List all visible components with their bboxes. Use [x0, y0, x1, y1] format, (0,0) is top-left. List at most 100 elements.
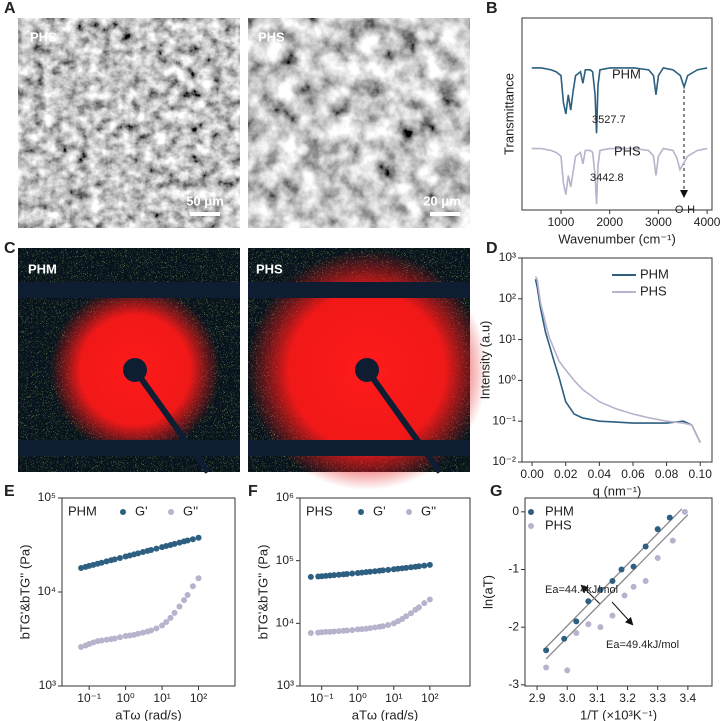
- data-point: [666, 514, 673, 521]
- data-point: [343, 571, 350, 578]
- image-label: PHM: [28, 261, 57, 276]
- saxs-image: [247, 248, 487, 490]
- data-point: [585, 621, 592, 628]
- panel-label: A: [4, 0, 16, 17]
- data-point: [189, 536, 196, 543]
- data-point: [195, 575, 202, 582]
- data-point: [415, 604, 422, 611]
- data-point: [103, 558, 110, 565]
- data-point: [573, 629, 580, 636]
- fit-line: [545, 508, 683, 648]
- data-point: [630, 583, 637, 590]
- panel-label: B: [486, 0, 498, 17]
- y-axis-label: Intensity (a.u): [477, 321, 492, 400]
- x-tick-label: 3.4: [680, 691, 697, 705]
- data-point: [367, 625, 374, 632]
- data-point: [385, 566, 392, 573]
- series-label: PHM: [612, 66, 641, 81]
- data-point: [111, 635, 118, 642]
- x-tick-label: 10⁻¹: [77, 691, 101, 705]
- y-tick-label: 10⁵: [276, 553, 294, 567]
- data-point: [184, 591, 191, 598]
- data-point: [171, 609, 178, 616]
- annotation: 3442.8: [590, 172, 624, 184]
- x-tick-label: 0.10: [689, 467, 713, 481]
- x-tick-label: 10⁰: [117, 691, 135, 705]
- scale-label: 50 μm: [186, 193, 224, 208]
- data-point: [642, 543, 649, 550]
- data-point: [331, 628, 338, 635]
- data-point: [597, 624, 604, 631]
- data-point: [543, 647, 550, 654]
- data-point: [349, 570, 356, 577]
- x-tick-label: 10⁻¹: [310, 691, 334, 705]
- data-point: [181, 597, 188, 604]
- data-point: [349, 627, 356, 634]
- x-axis-label: Wavenumber (cm⁻¹): [558, 231, 676, 246]
- data-point: [421, 562, 428, 569]
- data-point: [116, 554, 123, 561]
- data-point: [630, 563, 637, 570]
- data-point: [331, 572, 338, 579]
- y-tick-label: 10²: [499, 291, 516, 305]
- data-point: [681, 508, 688, 515]
- data-point: [171, 540, 178, 547]
- panel-label: D: [486, 240, 498, 257]
- data-point: [564, 667, 571, 674]
- y-tick-label: 10⁰: [498, 373, 516, 387]
- legend-title: PHS: [306, 503, 333, 518]
- data-point: [654, 554, 661, 561]
- data-point: [561, 635, 568, 642]
- data-point: [307, 573, 314, 580]
- data-point: [609, 578, 616, 585]
- data-point: [407, 564, 414, 571]
- y-tick-label: 10³: [277, 678, 294, 692]
- panel-label: C: [4, 240, 16, 257]
- x-tick-label: 0.00: [520, 467, 544, 481]
- sem-image: [18, 18, 240, 228]
- data-point: [78, 565, 85, 572]
- legend-label: PHM: [640, 266, 669, 281]
- data-point: [163, 618, 170, 625]
- x-tick-label: 2.9: [529, 691, 546, 705]
- data-point: [189, 583, 196, 590]
- data-point: [379, 623, 386, 630]
- data-point: [116, 634, 123, 641]
- x-tick-label: 4000: [694, 215, 720, 229]
- data-point: [78, 643, 85, 650]
- legend-label: G'': [183, 503, 198, 518]
- data-point: [140, 629, 147, 636]
- data-point: [135, 550, 142, 557]
- sem-image: [248, 18, 470, 228]
- data-point: [148, 627, 155, 634]
- data-point: [195, 534, 202, 541]
- y-tick-label: 10⁶: [276, 490, 294, 504]
- saxs-image: [18, 248, 240, 474]
- y-tick-label: 10⁴: [37, 584, 56, 598]
- data-point: [153, 545, 160, 552]
- scale-bar: [430, 212, 460, 216]
- series-line: [534, 279, 701, 443]
- data-point: [385, 622, 392, 629]
- x-tick-label: 10¹: [385, 691, 402, 705]
- data-point: [421, 600, 428, 607]
- data-point: [403, 613, 410, 620]
- legend-swatch: [528, 523, 534, 529]
- data-point: [415, 563, 422, 570]
- y-tick-label: 0: [512, 504, 519, 518]
- data-point: [654, 526, 661, 533]
- x-tick-label: 0.08: [655, 467, 679, 481]
- x-tick-label: 0.06: [621, 467, 645, 481]
- fit-line: [545, 514, 689, 660]
- y-axis-label: bTG'&bTG'' (Pa): [17, 545, 32, 640]
- x-tick-label: 3000: [645, 215, 672, 229]
- data-point: [403, 564, 410, 571]
- x-tick-label: 3.3: [649, 691, 666, 705]
- x-tick-label: 0.02: [554, 467, 578, 481]
- x-tick-label: 10⁰: [349, 691, 367, 705]
- plot-frame: [299, 497, 471, 687]
- y-axis-label: bTG'&bTG'' (Pa): [255, 545, 270, 640]
- panel-label: G: [490, 483, 502, 500]
- legend-label: G'': [421, 503, 436, 518]
